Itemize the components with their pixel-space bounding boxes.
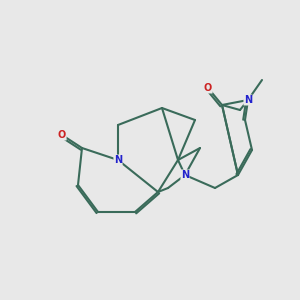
Text: N: N [244, 95, 252, 105]
Text: N: N [181, 170, 189, 180]
Text: O: O [58, 130, 66, 140]
Text: O: O [204, 83, 212, 93]
Text: N: N [114, 155, 122, 165]
